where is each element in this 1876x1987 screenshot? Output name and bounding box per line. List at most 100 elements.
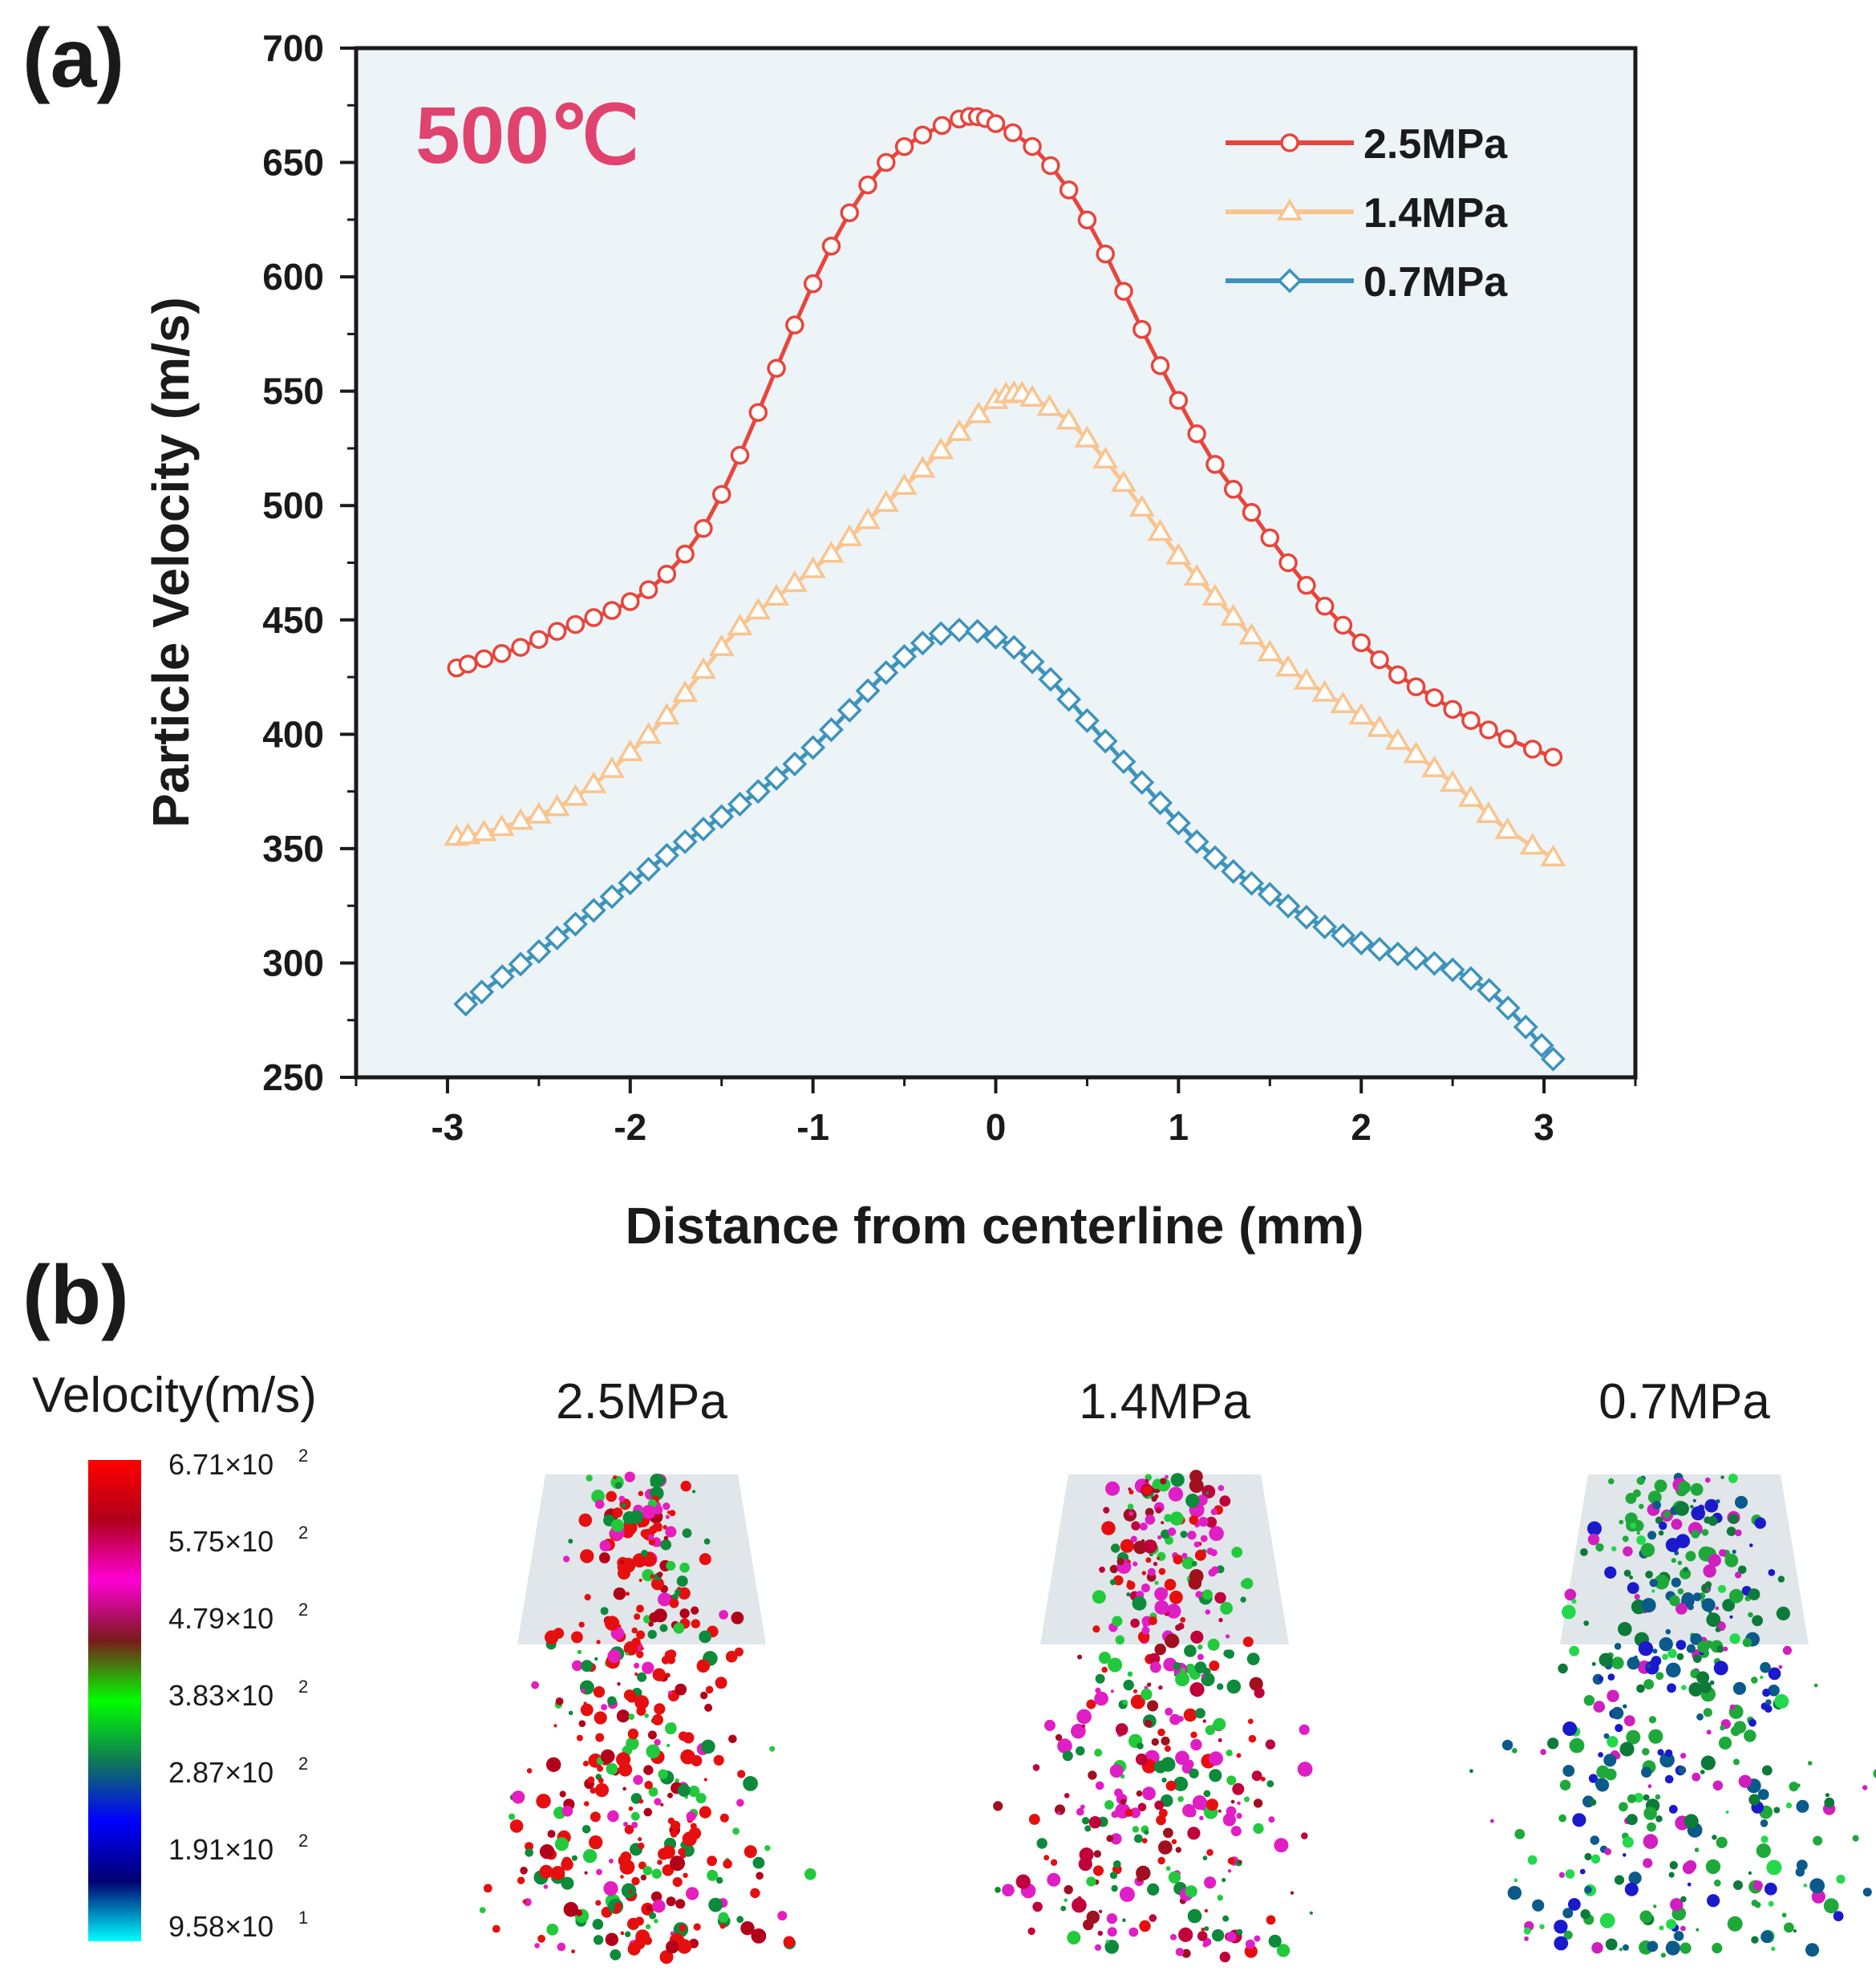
particle: [1207, 1638, 1220, 1651]
particle: [572, 1660, 583, 1672]
particle: [1116, 1558, 1124, 1566]
particle: [584, 1871, 588, 1875]
particle: [1607, 1673, 1615, 1681]
particle: [1691, 1506, 1705, 1521]
colorbar-tick-label: 1.91×10: [168, 1833, 273, 1866]
particle: [1238, 1859, 1242, 1864]
particle: [633, 1937, 646, 1950]
data-point: [492, 643, 512, 663]
particle: [647, 1534, 654, 1540]
particle: [1092, 1590, 1106, 1604]
data-point: [1458, 966, 1484, 991]
particle: [1081, 1817, 1090, 1825]
data-point: [1275, 894, 1301, 918]
particle: [736, 1798, 744, 1807]
particle: [1080, 1804, 1085, 1810]
particle: [1704, 1498, 1719, 1513]
particle: [1109, 1579, 1116, 1586]
particle: [657, 1571, 663, 1578]
particle: [769, 1746, 776, 1752]
data-point: [873, 489, 899, 513]
particle: [1213, 1717, 1226, 1731]
particle: [594, 1711, 607, 1725]
data-point: [1238, 622, 1265, 645]
data-point: [946, 419, 972, 441]
data-point: [525, 801, 552, 824]
particle: [592, 1919, 604, 1930]
particle: [677, 1939, 692, 1954]
particle: [1666, 1919, 1677, 1930]
data-point: [672, 680, 699, 703]
particle: [1154, 1587, 1168, 1601]
particle: [1145, 1507, 1154, 1517]
particle: [1036, 1838, 1047, 1849]
particle: [1785, 1802, 1793, 1809]
particle: [1580, 1909, 1590, 1920]
data-point: [1366, 715, 1393, 737]
data-point: [529, 630, 549, 649]
data-point: [1404, 946, 1429, 971]
particle: [652, 1713, 663, 1725]
particle: [1773, 1807, 1781, 1814]
particle: [1201, 1928, 1205, 1932]
data-point: [635, 721, 662, 744]
particle: [1136, 1790, 1143, 1797]
particle: [1072, 1897, 1087, 1913]
particle: [1193, 1541, 1201, 1548]
particle: [648, 1786, 658, 1797]
particle: [596, 1868, 602, 1875]
colorbar-tick-exponent: 2: [298, 1446, 308, 1466]
particle: [1158, 1840, 1173, 1855]
particle: [719, 1813, 729, 1823]
legend-marker: [1280, 133, 1299, 152]
particle: [1603, 1733, 1610, 1739]
particle: [1084, 1825, 1092, 1832]
particle: [1643, 1807, 1657, 1820]
particle: [1151, 1496, 1157, 1502]
particle: [1734, 1571, 1742, 1579]
particle: [640, 1529, 650, 1538]
particle: [699, 1630, 711, 1644]
particle: [1752, 1880, 1763, 1891]
particle: [1260, 1776, 1266, 1782]
particle: [1147, 1700, 1159, 1712]
particle: [1210, 1508, 1218, 1515]
particle: [1690, 1482, 1704, 1496]
particle: [1668, 1805, 1678, 1814]
particle: [1158, 1567, 1166, 1575]
data-point: [1110, 469, 1137, 493]
particle: [1647, 1822, 1656, 1832]
temperature-label: 500℃: [415, 91, 639, 180]
particle: [1663, 1511, 1671, 1519]
data-point: [565, 614, 585, 635]
particle: [679, 1731, 688, 1742]
particle: [659, 1624, 668, 1632]
particle: [1568, 1898, 1581, 1911]
particle: [703, 1778, 707, 1782]
particle: [607, 1696, 617, 1706]
particle: [1765, 1699, 1772, 1705]
particle: [1154, 1800, 1165, 1811]
series-1.4MPa: [444, 380, 1566, 867]
particle: [1512, 1748, 1517, 1754]
particle: [1627, 1582, 1639, 1594]
particle: [604, 1616, 620, 1631]
data-point: [458, 655, 478, 674]
particle: [580, 1549, 594, 1563]
particle: [1686, 1644, 1696, 1653]
particle: [1109, 1871, 1118, 1880]
particle: [1562, 1765, 1575, 1777]
particle: [1265, 1739, 1276, 1750]
particle: [591, 1490, 605, 1503]
particle: [1115, 1723, 1128, 1736]
particle: [1685, 1551, 1696, 1562]
particle: [1195, 1591, 1203, 1599]
particle: [731, 1612, 744, 1624]
particle: [1532, 1899, 1545, 1912]
particle: [1127, 1559, 1131, 1563]
particle: [578, 1720, 586, 1727]
particle: [1105, 1940, 1110, 1944]
particle: [1764, 1705, 1773, 1713]
panel-b-label: (b): [22, 1249, 129, 1342]
